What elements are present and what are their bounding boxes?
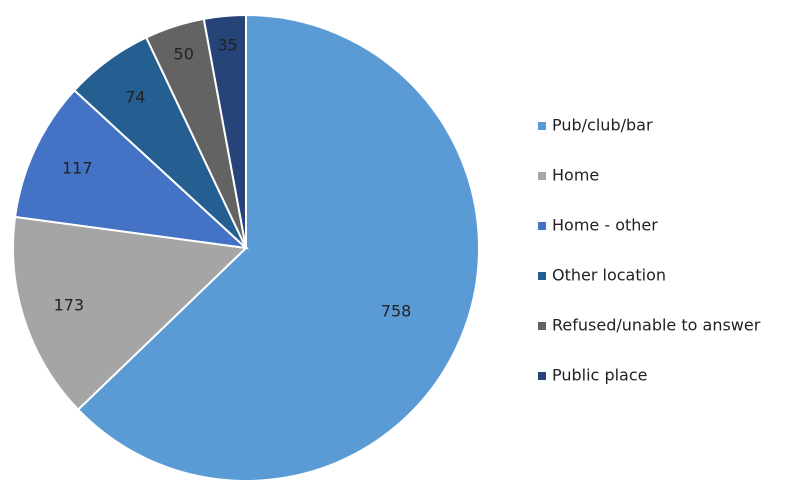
data-label: 173 — [54, 295, 85, 314]
legend-swatch — [538, 372, 546, 380]
pie-slice — [76, 13, 480, 480]
data-label: 117 — [62, 158, 93, 177]
data-label: 758 — [381, 301, 412, 320]
legend-label: Pub/club/bar — [552, 116, 653, 135]
legend-label: Refused/unable to answer — [552, 316, 761, 335]
legend-label: Public place — [552, 366, 647, 385]
legend-swatch — [538, 172, 546, 180]
legend-label: Home - other — [552, 216, 658, 235]
legend-swatch — [538, 322, 546, 330]
legend-label: Other location — [552, 266, 666, 285]
data-label: 50 — [174, 45, 194, 64]
legend-swatch — [538, 222, 546, 230]
pie-slice — [202, 13, 247, 249]
legend-swatch — [538, 122, 546, 130]
pie-slice — [12, 215, 249, 412]
data-label: 74 — [125, 87, 145, 106]
pie-slice — [13, 88, 250, 250]
legend-label: Home — [552, 166, 599, 185]
legend-swatch — [538, 272, 546, 280]
data-label: 35 — [217, 36, 237, 55]
